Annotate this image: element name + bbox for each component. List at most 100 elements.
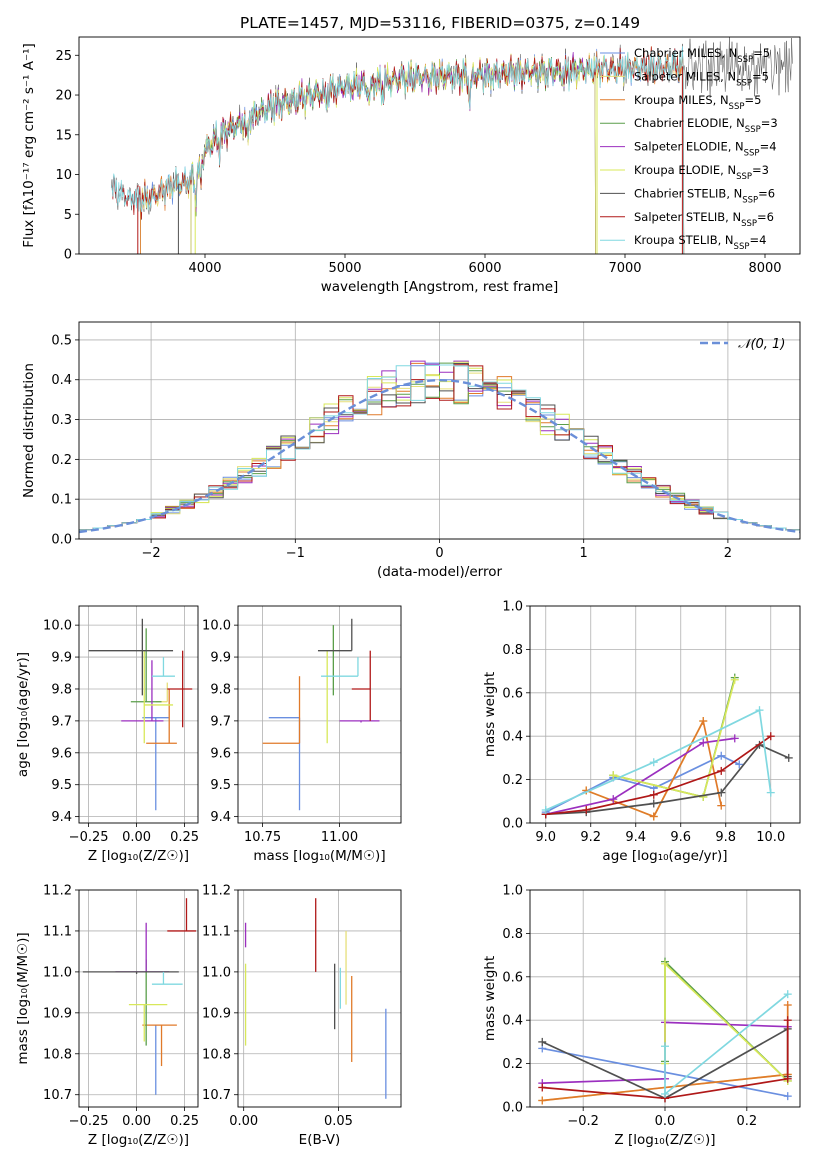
x-tick-label: 0.00	[122, 830, 151, 845]
y-tick-label: 0.1	[51, 493, 72, 508]
legend-tail: =3	[752, 163, 769, 177]
weight-lines	[541, 673, 793, 821]
y-tick-label: 0.0	[51, 533, 72, 548]
y-tick-label: 5	[64, 208, 72, 223]
y-tick-label: 9.7	[51, 714, 72, 729]
x-tick-label: 10.0	[756, 830, 785, 845]
x-tick-label: 6000	[468, 261, 501, 276]
y-tick-label: 0.0	[502, 817, 523, 832]
y-axis-label: mass weight	[482, 672, 498, 757]
mass-vs-metallicity-panel: −0.25 0.00 0.25 10.7 10.8 10.9 11.0 11.1 11.2 Z […	[15, 884, 199, 1149]
error-bar-kroupa-elodie	[128, 1003, 168, 1042]
x-tick-label: 9.4	[625, 830, 646, 845]
x-axis-label: age [log₁₀(age/yr)]	[602, 848, 727, 864]
legend-entry-chabrier-miles: Chabrier MILES, NSSP=5	[634, 46, 770, 65]
error-bar-salpeter-elodie	[115, 922, 170, 973]
series-line	[542, 1020, 789, 1100]
legend-subscript: SSP	[741, 219, 757, 229]
x-axis-label: E(B-V)	[299, 1132, 341, 1148]
y-tick-label: 9.7	[210, 714, 231, 729]
y-tick-label: 10.9	[43, 1006, 72, 1021]
y-tick-label: 10.0	[202, 619, 231, 634]
axes-frame	[529, 605, 801, 824]
y-tick-label: 0.8	[502, 927, 523, 942]
weight-vs-age-panel: 9.0 9.2 9.4 9.6 9.8 10.0 0.0 0.2 0.4 0.6 0.8 1.0 age…	[482, 600, 801, 864]
x-tick-label: −0.2	[567, 1114, 599, 1129]
x-tick-label: 9.0	[535, 830, 556, 845]
series-salpeter-stelib	[538, 1016, 792, 1103]
error-bar-chabrier-stelib	[88, 618, 174, 696]
x-tick-label: −1	[286, 546, 305, 561]
spectrum-panel: 4000 5000 6000 7000 8000 0 5 10 15 20 25 wavelength…	[21, 36, 801, 295]
legend-entry-chabrier-stelib: Chabrier STELIB, NSSP=6	[634, 186, 775, 205]
legend-subscript: SSP	[745, 125, 761, 135]
y-tick-label: 0.8	[502, 643, 523, 658]
x-tick-label: 0.25	[170, 1114, 199, 1129]
y-tick-label: 9.8	[210, 682, 231, 697]
y-tick-label: 9.4	[210, 810, 231, 825]
legend-tail: =4	[749, 233, 766, 247]
x-tick-label: 9.6	[670, 830, 691, 845]
spectrum-salpeter-stelib	[110, 46, 685, 254]
legend-entry-kroupa-elodie: Kroupa ELODIE, NSSP=3	[634, 163, 769, 182]
legend-entry-kroupa-stelib: Kroupa STELIB, NSSP=4	[634, 233, 766, 252]
y-tick-label: 0.3	[51, 413, 72, 428]
error-bar-kroupa-stelib	[151, 657, 175, 677]
error-bar-chabrier-stelib	[317, 618, 353, 652]
y-tick-label: 11.1	[43, 924, 72, 939]
error-bar-kroupa-miles	[262, 676, 301, 744]
y-tick-label: 9.5	[51, 778, 72, 793]
legend-subscript: SSP	[736, 78, 752, 88]
x-tick-label: 4000	[188, 261, 221, 276]
x-axis-label: mass [log₁₀(M/M☉)]	[253, 848, 385, 864]
y-tick-label: 10.7	[43, 1088, 72, 1103]
y-tick-label: 0.4	[502, 730, 523, 745]
x-tick-label: 0.2	[736, 1114, 757, 1129]
gaussian-curve	[79, 378, 800, 534]
x-tick-label: 7000	[608, 261, 641, 276]
y-tick-label: 0.5	[51, 333, 72, 348]
x-axis-label: Z [log₁₀(Z/Z☉)]	[88, 848, 189, 864]
x-tick-label: 9.8	[715, 830, 736, 845]
x-tick-label: −2	[142, 546, 161, 561]
error-bar-chabrier-miles	[142, 717, 170, 811]
error-bars	[88, 618, 193, 811]
y-tick-label: 0.4	[51, 373, 72, 388]
y-axis-label: mass weight	[482, 956, 498, 1041]
x-tick-label: −0.25	[69, 830, 109, 845]
x-axis-label: Z [log₁₀(Z/Z☉)]	[88, 1132, 189, 1148]
x-tick-label: 0.25	[170, 830, 199, 845]
y-tick-label: 9.9	[51, 651, 72, 666]
axes-frame	[78, 36, 801, 255]
error-bar-kroupa-miles	[142, 1024, 177, 1067]
legend-entry-chabrier-elodie: Chabrier ELODIE, NSSP=3	[634, 116, 778, 135]
x-tick-label: 0	[435, 546, 443, 561]
series-line	[545, 754, 740, 813]
x-tick-label: 1	[580, 546, 588, 561]
legend-entry-salpeter-elodie: Salpeter ELODIE, NSSP=4	[634, 140, 777, 159]
y-tick-label: 10.0	[43, 619, 72, 634]
error-bar-kroupa-stelib	[151, 971, 183, 985]
x-tick-label: 9.2	[580, 830, 601, 845]
y-tick-label: 11.0	[43, 965, 72, 980]
y-tick-label: 11.0	[202, 965, 231, 980]
y-tick-label: 0.2	[502, 773, 523, 788]
y-tick-label: 0.0	[502, 1101, 523, 1116]
x-tick-label: 2	[724, 546, 732, 561]
spectrum-lines	[110, 37, 793, 254]
weight-lines	[538, 957, 792, 1105]
x-tick-label: 11.00	[321, 830, 358, 845]
error-bars	[244, 898, 387, 1099]
x-tick-label: 5000	[328, 261, 361, 276]
x-tick-label: 0.05	[324, 1114, 353, 1129]
y-tick-label: 0.6	[502, 970, 523, 985]
y-tick-label: 11.2	[202, 884, 231, 899]
legend-tail: =5	[753, 46, 770, 60]
x-tick-label: 8000	[748, 261, 781, 276]
legend-subscript: SSP	[744, 149, 760, 159]
histogram-salpeter-stelib	[79, 364, 800, 532]
legend-entry-kroupa-miles: Kroupa MILES, NSSP=5	[634, 93, 761, 112]
y-tick-label: 25	[55, 49, 72, 64]
x-axis-label: (data-model)/error	[377, 564, 503, 580]
